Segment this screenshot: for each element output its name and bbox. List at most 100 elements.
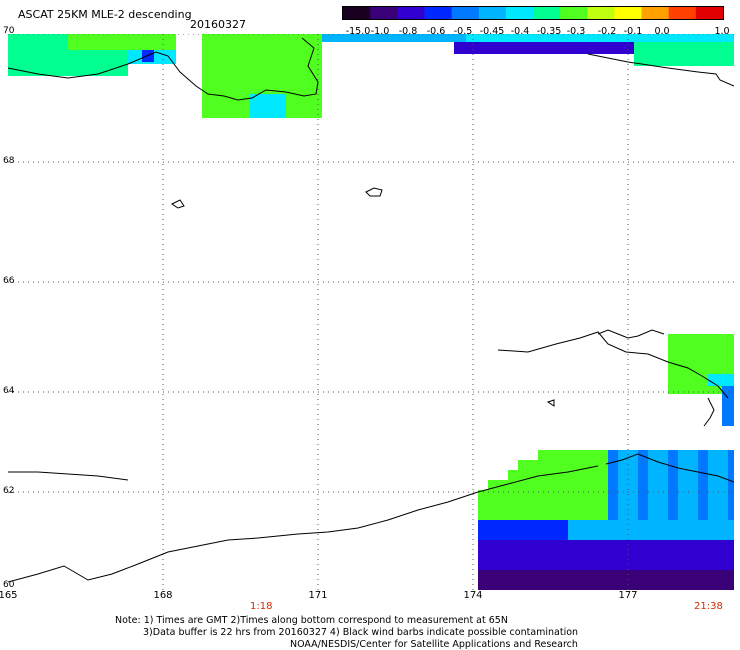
swath-cell [226,46,238,58]
swath-cell [638,570,648,580]
swath-cell [454,34,466,42]
swath-cell [202,82,214,94]
swath-cell [128,34,140,50]
swath-cell [382,34,394,42]
swath-cell [518,510,528,520]
swath-cell [648,570,658,580]
swath-cell [262,106,274,118]
swath-cell [528,580,538,590]
color-scale-segment [505,7,534,19]
swath-cell [678,570,688,580]
swath-cell [538,500,548,510]
swath-cell [730,34,734,42]
data-swaths [8,34,734,590]
swath-cell [692,334,704,346]
color-scale-segment [587,7,615,19]
lon-label-165: 165 [0,590,18,601]
swath-cell [658,470,668,480]
swath-cell [680,358,692,370]
swath-cell [538,490,548,500]
swath-cell [628,510,638,520]
swath-cell [678,580,688,590]
swath-cell [608,520,618,530]
swath-cell [680,334,692,346]
swath-cell [618,450,628,460]
swath-cell [226,82,238,94]
swath-cell [478,42,490,54]
swath-cell [608,570,618,580]
coastline-kamchatka-gulf [8,471,129,481]
swath-cell [628,520,638,530]
swath-cell [92,34,104,50]
swath-cell [668,460,678,470]
swath-cell [622,34,634,42]
swath-cell [274,106,286,118]
swath-cell [728,470,734,480]
swath-cell [598,560,608,570]
swath-cell [716,346,728,358]
swath-cell [708,500,718,510]
swath-cell [608,470,618,480]
swath-cell [478,490,488,500]
swath-cell [478,520,488,530]
swath-cell [646,42,658,66]
swath-cell [488,560,498,570]
swath-cell [578,480,588,490]
swath-cell [648,550,658,560]
swath-cell [498,570,508,580]
swath-cell [718,450,728,460]
swath-cell [578,540,588,550]
swath-cell [694,34,706,42]
swath-cell [628,550,638,560]
swath-cell [508,490,518,500]
swath-cell [722,386,734,426]
swath-cell [688,490,698,500]
swath-cell [430,34,442,42]
swath-cell [704,358,716,370]
swath-cell [478,550,488,560]
swath-cell [648,540,658,550]
swath-cell [538,520,548,530]
swath-cell [638,450,648,460]
lon-label-177: 177 [618,590,638,601]
swath-cell [478,510,488,520]
swath-cell [688,550,698,560]
swath-cell [526,42,538,54]
swath-cell [214,106,226,118]
swath-cell [238,94,250,106]
coastline [8,37,734,583]
swath-cell [716,358,728,370]
swath-cell [286,34,298,46]
swath-cell [588,540,598,550]
swath-cell [214,82,226,94]
swath-cell [286,70,298,82]
swath-cell [250,46,262,58]
swath-cell [598,470,608,480]
swath-cell [568,470,578,480]
swath-cell [508,540,518,550]
swath-cell [728,334,734,346]
swath-cell [598,490,608,500]
swath-cell [610,42,622,54]
color-scale-label: -0.5 [453,26,473,37]
swath-cell [274,58,286,70]
swath-cell [638,560,648,570]
swath-cell [498,560,508,570]
swath-cell [668,450,678,460]
swath-cell [608,530,618,540]
swath-cell [518,520,528,530]
swath-cell [298,82,310,94]
swath-cell [286,82,298,94]
swath-cell [490,34,502,42]
lat-label-62: 62 [3,486,15,496]
swath-cell [688,580,698,590]
swath-cell [498,580,508,590]
swath-cell [608,510,618,520]
swath-cell [638,550,648,560]
swath-cell [238,34,250,46]
swath-cell [688,450,698,460]
swath-cell [648,530,658,540]
swath-cell [508,470,518,480]
swath-cell [104,34,116,50]
swath-cell [488,480,498,490]
